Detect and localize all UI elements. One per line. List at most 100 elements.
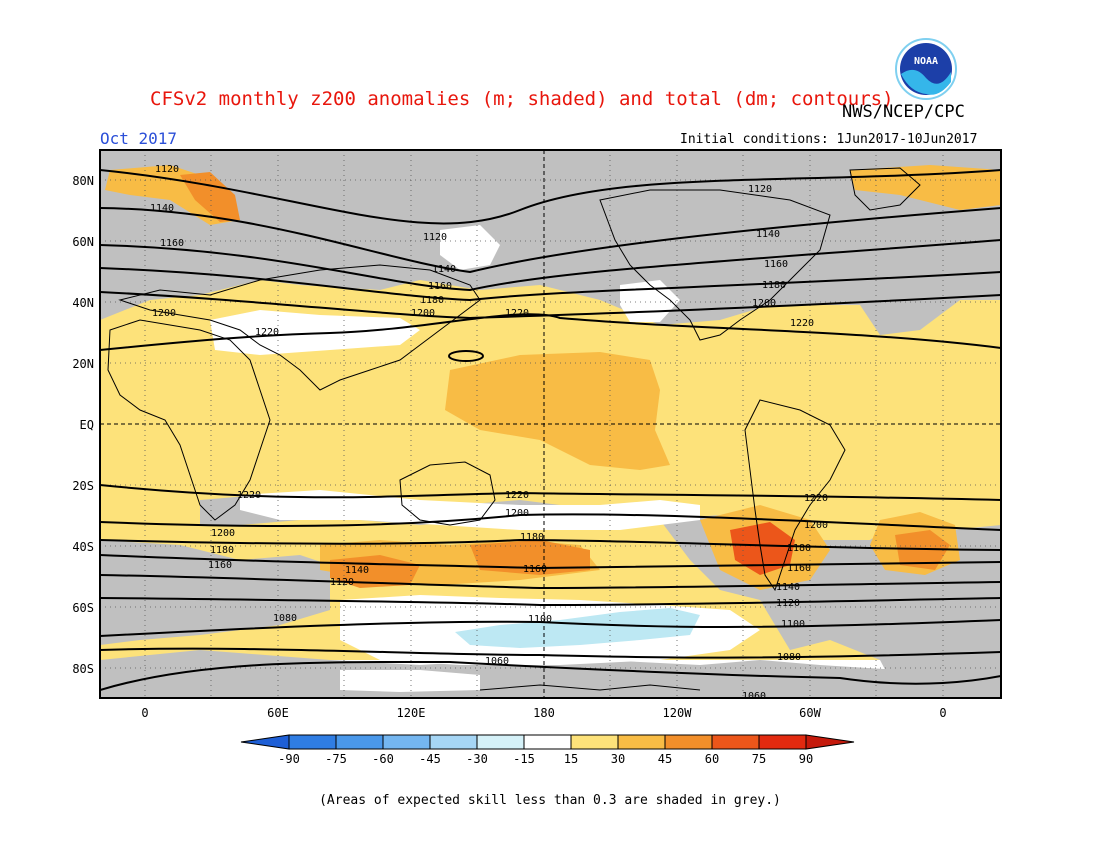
contour-sh-1060 — [100, 660, 1001, 691]
contour-sh-1180 — [100, 538, 1001, 551]
colorbar-arrow-right — [805, 734, 855, 750]
contour-sh-1220 — [100, 484, 1001, 501]
colorbar-tick-label: 60 — [705, 752, 719, 766]
contour-label: 1140 — [150, 203, 174, 214]
contour-label: 1080 — [777, 652, 801, 663]
coast-south-america — [744, 399, 846, 592]
map-frame — [99, 149, 1002, 699]
contour-label: 1200 — [152, 308, 176, 319]
coast-greenland — [849, 167, 921, 211]
lon-label: 0 — [141, 706, 148, 720]
contour-nh-1180 — [100, 267, 1001, 302]
colorbar-segment — [288, 734, 337, 750]
colorbar-tick-label: 75 — [752, 752, 766, 766]
contour-label: 1160 — [428, 281, 452, 292]
anomaly-45-60-arctic — [180, 172, 240, 222]
lat-label: EQ — [80, 418, 94, 432]
forecast-month: Oct 2017 — [100, 129, 178, 148]
coast-australia — [399, 461, 496, 526]
lon-label: 180 — [533, 706, 555, 720]
contour-label: 1060 — [742, 691, 766, 702]
contour-label: 1160 — [523, 564, 547, 575]
contour-label: 1180 — [420, 295, 444, 306]
lon-label: 0 — [939, 706, 946, 720]
colorbar-segment — [570, 734, 619, 750]
coast-europe-asia — [118, 264, 481, 391]
colorbar-tick-label: -75 — [325, 752, 347, 766]
colorbar-tick-label: -90 — [278, 752, 300, 766]
lat-label: 40N — [72, 296, 94, 310]
agency-label: NWS/NCEP/CPC — [842, 102, 965, 122]
colorbar-segment — [335, 734, 384, 750]
contour-nh-1160 — [100, 239, 1001, 292]
colorbar-tick-label: 45 — [658, 752, 672, 766]
colorbar-segment — [382, 734, 431, 750]
colorbar-tick-label: 90 — [799, 752, 813, 766]
lon-label: 60W — [799, 706, 821, 720]
colorbar: -90 -75 -60 -45 -30 -15 15 30 45 60 75 90 — [240, 734, 855, 766]
contour-nh-1140 — [100, 207, 1001, 274]
colorbar-segment — [711, 734, 760, 750]
neutral-white-antarctic — [340, 670, 480, 692]
colorbar-segment — [476, 734, 525, 750]
colorbar-tick-label: -45 — [419, 752, 441, 766]
contour-label: 1200 — [411, 308, 435, 319]
map-title: CFSv2 monthly z200 anomalies (m; shaded)… — [150, 88, 894, 110]
contour-sh-1120 — [100, 597, 1001, 607]
contour-label: 1180 — [762, 280, 786, 291]
lat-label: 20N — [72, 357, 94, 371]
coast-antarctica — [479, 684, 701, 691]
noaa-logo: NOAA — [895, 38, 957, 100]
longitude-labels: 0 60E 120E 180 120W 60W 0 — [141, 706, 946, 720]
contour-label: 1200 — [211, 528, 235, 539]
contour-label: 1120 — [748, 184, 772, 195]
contour-label: 1120 — [330, 577, 354, 588]
contour-label: 1180 — [210, 545, 234, 556]
contour-label: 1220 — [505, 490, 529, 501]
contour-label: 1200 — [804, 520, 828, 531]
colorbar-tick-label: 15 — [564, 752, 578, 766]
contour-sh-1080 — [100, 647, 1001, 659]
contour-label: 1180 — [520, 532, 544, 543]
contour-label: 1180 — [787, 543, 811, 554]
grey-skill-south — [100, 540, 330, 645]
colorbar-segment — [664, 734, 713, 750]
contour-label: 1160 — [160, 238, 184, 249]
coastlines — [107, 167, 921, 691]
contour-label: 1140 — [756, 229, 780, 240]
coast-north-america — [599, 189, 831, 341]
neutral-white-north-pacific — [440, 225, 500, 270]
colorbar-tick-label: -30 — [466, 752, 488, 766]
colorbar-arrow-left — [240, 734, 290, 750]
contour-label: 1120 — [423, 232, 447, 243]
colorbar-segment — [523, 734, 572, 750]
colorbar-tick-label: -15 — [513, 752, 535, 766]
colorbar-segment — [758, 734, 807, 750]
contour-label: 1140 — [776, 582, 800, 593]
height-contours — [100, 169, 1001, 691]
contour-label: 1060 — [485, 656, 509, 667]
contour-closed-high — [448, 350, 484, 362]
colorbar-segment — [617, 734, 666, 750]
contour-label: 1220 — [255, 327, 279, 338]
colorbar-tick-label: 30 — [611, 752, 625, 766]
contour-nh-1220 — [100, 313, 1001, 351]
contour-label: 1200 — [752, 298, 776, 309]
lat-label: 80S — [72, 662, 94, 676]
contour-nh-1120 — [100, 169, 1001, 225]
lon-label: 60E — [267, 706, 289, 720]
contour-label: 1140 — [432, 264, 456, 275]
anomaly-shading — [100, 150, 1001, 698]
contour-label: 1120 — [155, 164, 179, 175]
contour-label: 1100 — [781, 619, 805, 630]
anomaly-45-60-sh-indian — [895, 530, 950, 570]
lon-label: 120W — [663, 706, 693, 720]
contour-label: 1220 — [804, 493, 828, 504]
anomaly-60-75-sh-atlantic — [730, 522, 795, 575]
grey-skill-north — [100, 150, 1001, 335]
negative-anomaly-south-pacific — [455, 608, 700, 648]
contour-label: 1120 — [776, 598, 800, 609]
neutral-white-southern-band — [240, 490, 700, 530]
lat-label: 60S — [72, 601, 94, 615]
lon-label: 120E — [397, 706, 426, 720]
